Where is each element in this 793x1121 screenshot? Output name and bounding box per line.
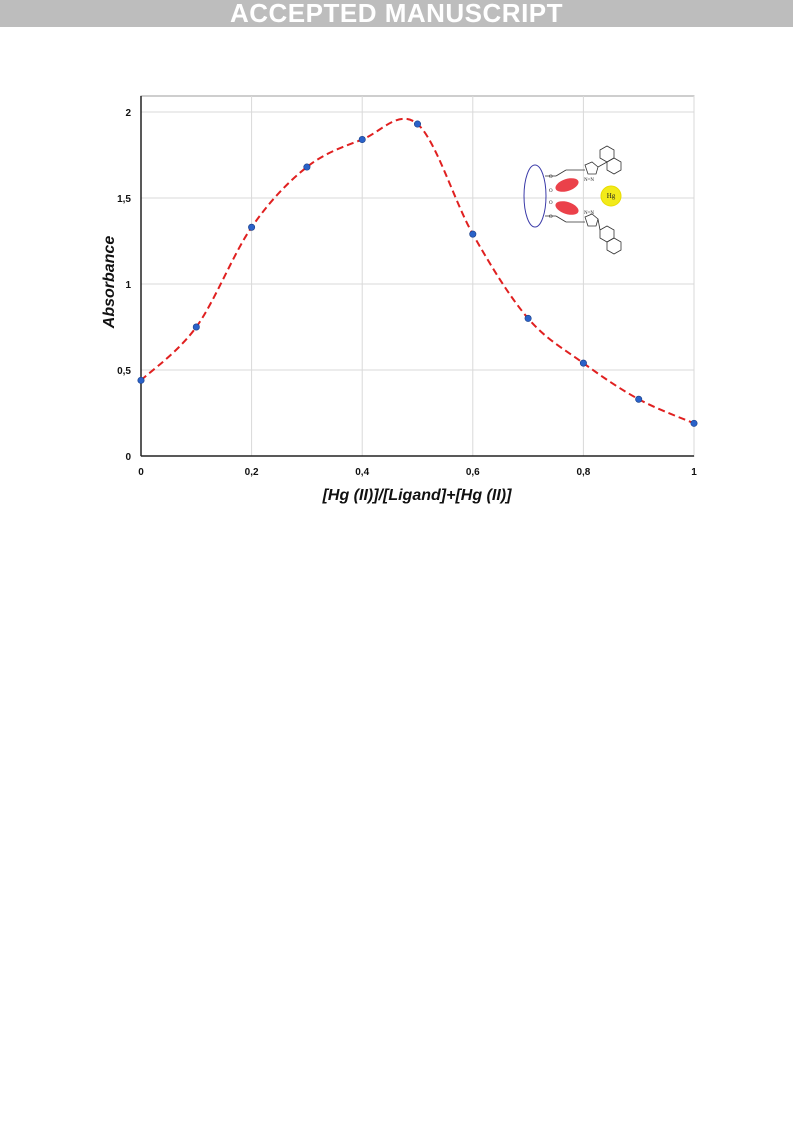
data-point (137, 376, 145, 384)
y-tick-labels: 0 0,5 1 1,5 2 (117, 108, 131, 463)
axes (140, 96, 694, 457)
azo-label-lower: N=N (584, 211, 594, 216)
x-tick-label: 0,6 (466, 467, 480, 478)
plot-area (140, 95, 695, 457)
data-point (469, 230, 477, 238)
complex-structure-inset: O O O O N=N N=N Hg (523, 145, 622, 255)
mercury-ion-label: Hg (607, 192, 616, 200)
y-tick-label: 0 (125, 452, 131, 463)
x-tick-label: 0 (138, 467, 144, 478)
x-tick-label: 0,8 (576, 467, 590, 478)
data-point (192, 323, 200, 331)
naphthyl-lower-ring-2 (606, 237, 622, 255)
triazole-ring-lower (584, 213, 599, 227)
data-point (413, 120, 421, 128)
oxygen-label-2: O (549, 189, 553, 194)
data-points (137, 120, 698, 427)
data-point (248, 223, 256, 231)
mercury-ion-circle (600, 185, 622, 207)
x-tick-label: 0,4 (355, 467, 369, 478)
data-point (690, 419, 698, 427)
data-point (524, 314, 532, 322)
naphthyl-upper-ring-2 (606, 157, 622, 175)
azo-label-upper: N=N (584, 178, 594, 183)
data-point (635, 395, 643, 403)
x-tick-label: 1 (691, 467, 697, 478)
oxygen-label-4: O (549, 215, 553, 220)
oxygen-label-3: O (549, 201, 553, 206)
x-tick-labels: 0 0,2 0,4 0,6 0,8 1 (138, 467, 697, 478)
y-tick-label: 1 (125, 280, 131, 291)
x-axis-title: [Hg (II)]/[Ligand]+[Hg (II)] (322, 487, 513, 504)
accepted-manuscript-banner: ACCEPTED MANUSCRIPT (0, 0, 793, 27)
macrocycle-ellipse (523, 164, 547, 228)
donor-lobe-lower (555, 201, 579, 215)
data-point (358, 136, 366, 144)
data-point (579, 359, 587, 367)
oxygen-label-1: O (549, 175, 553, 180)
y-tick-label: 2 (125, 108, 131, 119)
donor-lobe-upper (555, 178, 579, 192)
y-tick-label: 0,5 (117, 366, 131, 377)
y-tick-label: 1,5 (117, 194, 131, 205)
x-tick-label: 0,2 (245, 467, 259, 478)
triazole-ring-upper (584, 161, 599, 175)
data-point (303, 163, 311, 171)
y-axis-title: Absorbance (101, 236, 118, 330)
